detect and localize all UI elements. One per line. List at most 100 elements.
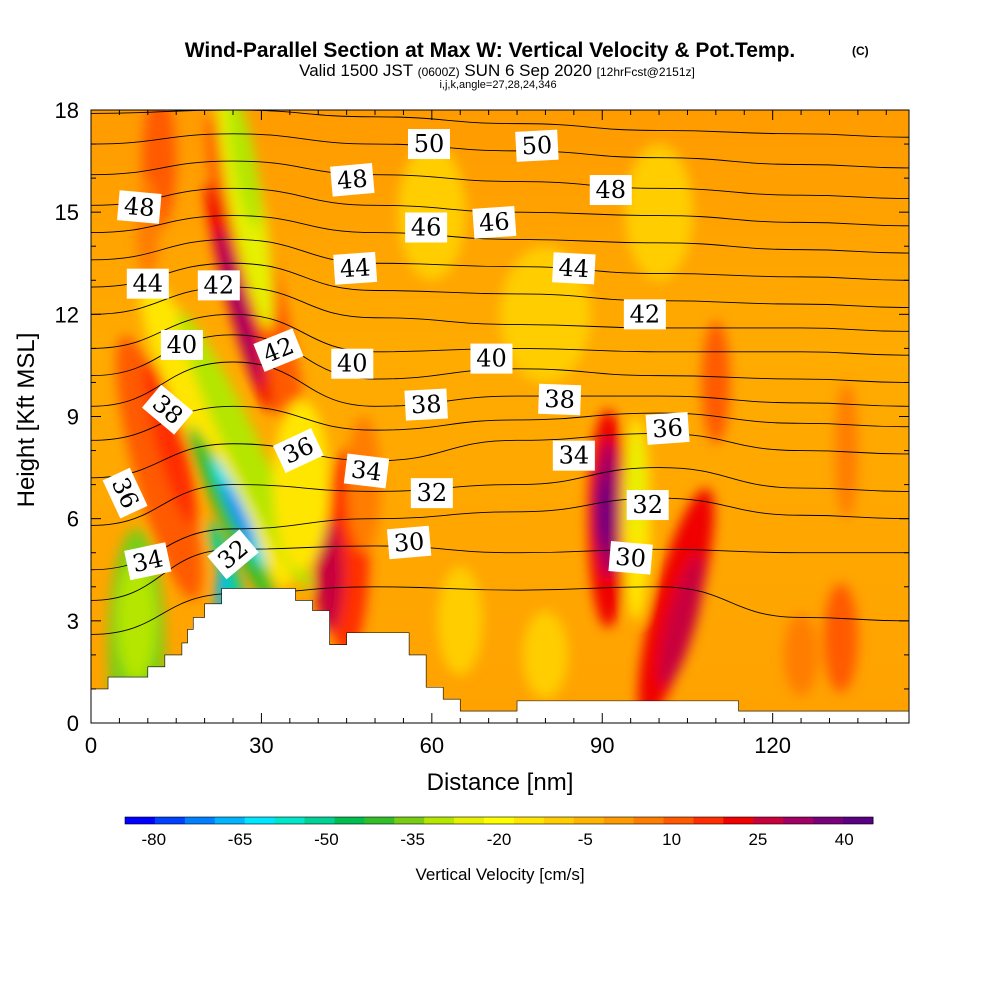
- colorbar-swatch: [723, 817, 754, 824]
- colorbar: -80 -65 -50 -35 -20 -5 10 25 40: [124, 816, 874, 849]
- contour-label-text: 38: [410, 390, 442, 420]
- colorbar-swatch: [633, 817, 665, 824]
- colorbar-tick-label: -50: [314, 830, 339, 849]
- contour-label-text: 48: [595, 176, 626, 204]
- colorbar-swatch: [394, 817, 425, 824]
- y-tick-label: 3: [67, 609, 79, 634]
- contour-label-text: 40: [337, 350, 368, 378]
- field-patch: [397, 144, 466, 281]
- subtitle-part-2: SUN 6 Sep 2020: [460, 61, 597, 80]
- contour-label-text: 40: [167, 331, 198, 359]
- contour-label-box: [141, 384, 194, 435]
- contour-label-box: [126, 268, 169, 299]
- contour-label-text: 50: [414, 130, 445, 158]
- contour-label-box: [515, 129, 559, 162]
- colorbar-tick-label: -35: [400, 830, 425, 849]
- contour-label-text: 44: [558, 254, 590, 284]
- colorbar-tick-label: -20: [487, 830, 512, 849]
- colorbar-swatch: [573, 817, 605, 824]
- contour-label: 50: [407, 129, 450, 160]
- field-patch: [627, 433, 645, 536]
- colorbar-swatch: [244, 817, 276, 824]
- contour-label-box: [197, 270, 240, 301]
- field-patch: [701, 321, 731, 444]
- colorbar-swatch: [154, 817, 186, 824]
- field-patch: [522, 610, 569, 700]
- contour-label-text: 30: [614, 543, 647, 574]
- field-patch: [116, 335, 203, 600]
- contour-label-box: [160, 329, 203, 360]
- contour-label: 46: [405, 212, 448, 243]
- colorbar-swatch: [364, 817, 395, 824]
- field-patch: [659, 554, 705, 687]
- contour-label-box: [405, 212, 448, 243]
- colorbar-swatch: [663, 817, 694, 824]
- colorbar-swatch: [513, 817, 545, 824]
- contour-label: 44: [126, 268, 169, 299]
- contour-label: 42: [197, 270, 240, 301]
- contour-label-box: [608, 541, 653, 575]
- contour-label-box: [589, 175, 632, 206]
- colorbar-swatch: [603, 817, 635, 824]
- contour-label: 38: [141, 384, 194, 435]
- theta-contour-5: [91, 405, 909, 441]
- terrain: [91, 588, 909, 723]
- contour-label-text: 32: [632, 491, 663, 519]
- x-tick-label: 120: [754, 733, 791, 758]
- colorbar-swatch: [843, 817, 874, 824]
- colorbar-swatch: [454, 817, 485, 824]
- contour-label-box: [272, 428, 324, 474]
- field-patch: [823, 583, 858, 693]
- contour-label-text: 48: [336, 165, 369, 196]
- contour-label: 32: [626, 490, 669, 521]
- subtitle-part-0: Valid 1500 JST: [299, 61, 417, 80]
- contour-label-box: [333, 251, 378, 285]
- field-patch: [595, 470, 610, 553]
- colorbar-swatch: [753, 817, 784, 824]
- chart-subtitle-2: i,j,k,angle=27,28,24,346: [439, 79, 556, 91]
- subtitle-part-3: [12hrFcst@2151z]: [597, 65, 695, 79]
- contour-label-box: [117, 190, 162, 224]
- colorbar-swatch: [424, 817, 455, 824]
- x-tick-label: 0: [85, 733, 97, 758]
- contour-label-box: [470, 343, 513, 374]
- subtitle-part-1: (0600Z): [418, 65, 460, 79]
- contour-label-text: 34: [559, 442, 590, 470]
- contour-label: 42: [623, 299, 666, 330]
- contour-label-text: 42: [204, 271, 235, 299]
- contour-label: 50: [515, 129, 559, 162]
- contour-label: 48: [589, 175, 632, 206]
- x-axis: 0 30 60 90 120: [85, 110, 887, 758]
- contour-label-text: 36: [651, 413, 683, 443]
- contour-label-box: [386, 525, 432, 560]
- theta-contour-4: [91, 433, 909, 479]
- contour-label: 48: [117, 190, 162, 224]
- contour-label-text: 46: [478, 207, 510, 237]
- colorbar-swatch: [125, 817, 156, 824]
- contour-label: 30: [386, 525, 432, 560]
- contour-label: 34: [552, 440, 595, 471]
- colorbar-tick-label: 25: [748, 830, 767, 849]
- colorbar-tick-label: 40: [835, 830, 854, 849]
- contour-label: 40: [470, 343, 513, 374]
- contour-label: 30: [608, 541, 653, 575]
- contour-label-box: [472, 205, 517, 239]
- contour-label-box: [124, 542, 172, 581]
- y-axis-label: Height [Kft MSL]: [13, 333, 40, 508]
- y-tick-label: 18: [55, 98, 79, 123]
- contour-label-text: 48: [123, 192, 156, 223]
- contour-label: 32: [410, 478, 453, 509]
- contour-label-text: 38: [544, 385, 576, 414]
- theta-contour-14: [91, 160, 909, 199]
- contour-label-box: [407, 129, 450, 160]
- contour-label-text: 30: [393, 527, 426, 558]
- contour-label-box: [645, 411, 690, 445]
- chart-title: Wind-Parallel Section at Max W: Vertical…: [185, 39, 796, 62]
- field-patch: [272, 399, 330, 570]
- theta-contour-3: [91, 467, 909, 526]
- chart-subtitle: Valid 1500 JST (0600Z) SUN 6 Sep 2020 [1…: [299, 61, 695, 80]
- colorbar-tick-label: 10: [662, 830, 681, 849]
